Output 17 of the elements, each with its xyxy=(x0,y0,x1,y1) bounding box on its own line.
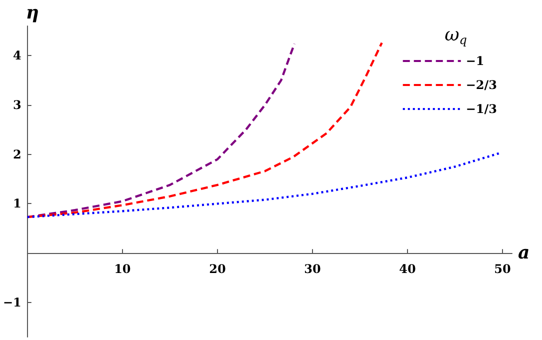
y-tick-label: 3 xyxy=(13,98,22,112)
legend-label: −1 xyxy=(466,54,484,68)
legend-label: −1/3 xyxy=(466,102,498,116)
line-series xyxy=(26,42,296,218)
y-tick-label: 1 xyxy=(13,196,22,211)
y-tick-label: −1 xyxy=(3,295,22,310)
x-tick-label: 20 xyxy=(209,262,226,276)
x-tick-label: 40 xyxy=(399,262,416,276)
legend-label: −2/3 xyxy=(466,78,498,92)
line-series xyxy=(26,152,502,218)
y-axis-title: η xyxy=(26,2,39,24)
y-tick-label: 2 xyxy=(13,147,22,162)
x-tick-label: 10 xyxy=(114,262,131,276)
x-tick-label: 50 xyxy=(494,262,511,276)
x-tick-label: 30 xyxy=(304,262,321,276)
y-tick-label: 4 xyxy=(13,48,22,63)
x-axis-title: a xyxy=(518,242,530,264)
